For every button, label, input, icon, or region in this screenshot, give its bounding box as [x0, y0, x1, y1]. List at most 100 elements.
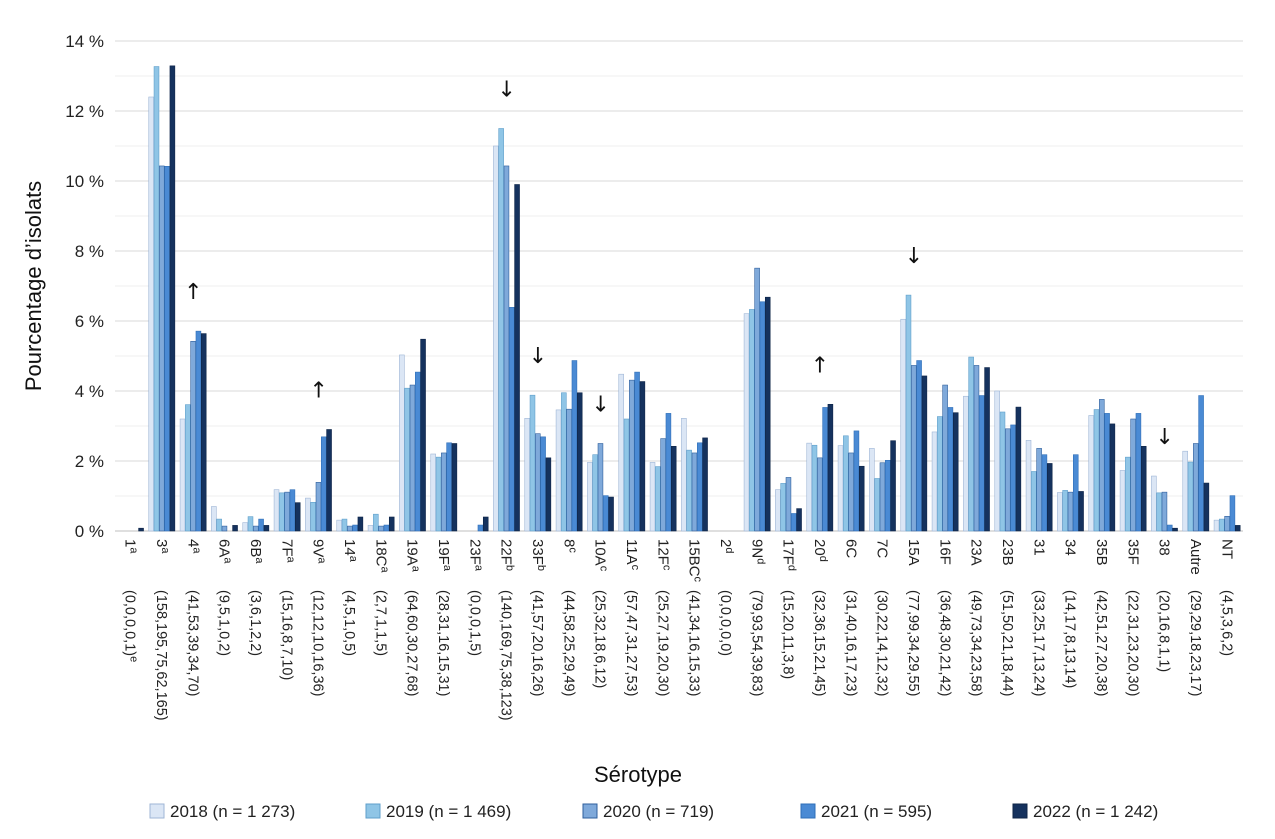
count-label: (2,7,1,1,5) [372, 590, 388, 656]
bar [608, 496, 614, 532]
bar [164, 166, 170, 532]
bar [367, 525, 374, 532]
bar [984, 367, 990, 532]
category-label: Autre [1187, 539, 1204, 575]
bar [1057, 492, 1063, 532]
bar [1099, 399, 1105, 532]
count-label: (41,34,16,15,33) [686, 590, 702, 696]
count-label: (140,169,75,38,123) [498, 590, 514, 721]
bar [697, 442, 703, 532]
bar [911, 365, 917, 532]
bar [289, 489, 296, 532]
x-axis-title: Sérotype [594, 762, 682, 787]
count-label: (51,50,21,18,44) [999, 590, 1015, 696]
bar [822, 407, 828, 532]
bar [994, 390, 1000, 532]
bar [373, 513, 379, 532]
bar [576, 392, 583, 532]
bar [258, 518, 264, 532]
category-label: 19Fa [435, 539, 453, 572]
bar [185, 404, 191, 532]
bar [284, 491, 290, 532]
bar [1213, 519, 1220, 532]
bar [759, 301, 766, 532]
category-label: 35B [1093, 539, 1110, 566]
category-label: 20d [811, 539, 829, 562]
legend-swatch [1012, 803, 1028, 819]
bar [279, 492, 285, 532]
bar [952, 412, 959, 532]
y-tick-label: 10 % [65, 172, 104, 191]
legend-label: 2019 (n = 1 469) [386, 802, 511, 821]
count-label: (4,5,1,0,5) [341, 590, 357, 656]
bar [660, 438, 666, 532]
bar [273, 489, 280, 532]
bar [853, 430, 860, 532]
trend-arrow: ↑ [184, 280, 202, 305]
bar [415, 371, 421, 532]
legend-label: 2018 (n = 1 273) [170, 802, 295, 821]
trend-arrow: ↓ [1155, 425, 1173, 450]
bar [921, 375, 928, 532]
bar [1109, 423, 1116, 532]
bar [743, 313, 750, 532]
bar [253, 525, 259, 532]
bar [1151, 475, 1157, 532]
bar [848, 452, 854, 532]
y-axis-ticks: 0 % 2 % 4 % 6 % 8 % 10 % 12 % 14 % [65, 32, 104, 541]
count-label: (28,31,16,15,31) [435, 590, 451, 696]
bar [571, 360, 578, 532]
category-label: 1a [122, 539, 140, 554]
bar [1224, 515, 1230, 532]
bar [1036, 448, 1042, 532]
legend-label: 2021 (n = 595) [821, 802, 932, 821]
category-label: 38 [1156, 539, 1173, 556]
bar [879, 462, 886, 532]
bar [561, 392, 567, 532]
count-label: (32,36,15,21,45) [811, 590, 827, 696]
bar [341, 518, 348, 532]
y-axis-title: Pourcentage d’isolats [21, 181, 46, 391]
legend: 2018 (n = 1 273) 2019 (n = 1 469) 2020 (n … [149, 802, 1158, 821]
bar [555, 409, 562, 532]
bar [806, 442, 812, 532]
category-label: 15BCc [686, 539, 704, 583]
count-label: (79,93,54,39,83) [748, 590, 764, 696]
trend-arrow: ↓ [905, 244, 923, 269]
bar [1046, 463, 1053, 532]
bar [153, 66, 160, 532]
category-label: 16F [936, 539, 953, 565]
count-label: (15,20,11,3,8) [780, 590, 796, 679]
bar [702, 437, 708, 532]
bar [482, 516, 489, 532]
bar [1167, 524, 1173, 532]
category-label: 12Fc [654, 539, 672, 571]
count-label: (49,73,34,23,58) [968, 590, 984, 696]
bar [540, 436, 546, 532]
bar [1031, 471, 1037, 532]
category-label: 23B [999, 539, 1016, 566]
bar [691, 452, 698, 532]
category-label: 35F [1124, 539, 1141, 565]
legend-swatch [582, 803, 598, 819]
bar [639, 381, 646, 532]
bar [179, 418, 186, 532]
bar [1156, 492, 1162, 532]
bar [1130, 418, 1136, 532]
bar [874, 478, 880, 532]
legend-swatch [365, 803, 381, 819]
count-label: (41,53,39,34,70) [184, 590, 200, 696]
bar [524, 417, 530, 532]
count-label: (14,17,8,13,14) [1062, 590, 1078, 688]
bar [1093, 409, 1100, 532]
bar [529, 394, 536, 532]
category-label: 2d [717, 539, 735, 553]
category-label: 23Fa [466, 539, 484, 572]
bar [670, 445, 677, 532]
legend-swatch [149, 803, 165, 819]
bar [404, 387, 410, 532]
count-label: (44,58,25,29,49) [560, 590, 576, 696]
bar [947, 407, 954, 532]
legend-label: 2020 (n = 719) [603, 802, 714, 821]
